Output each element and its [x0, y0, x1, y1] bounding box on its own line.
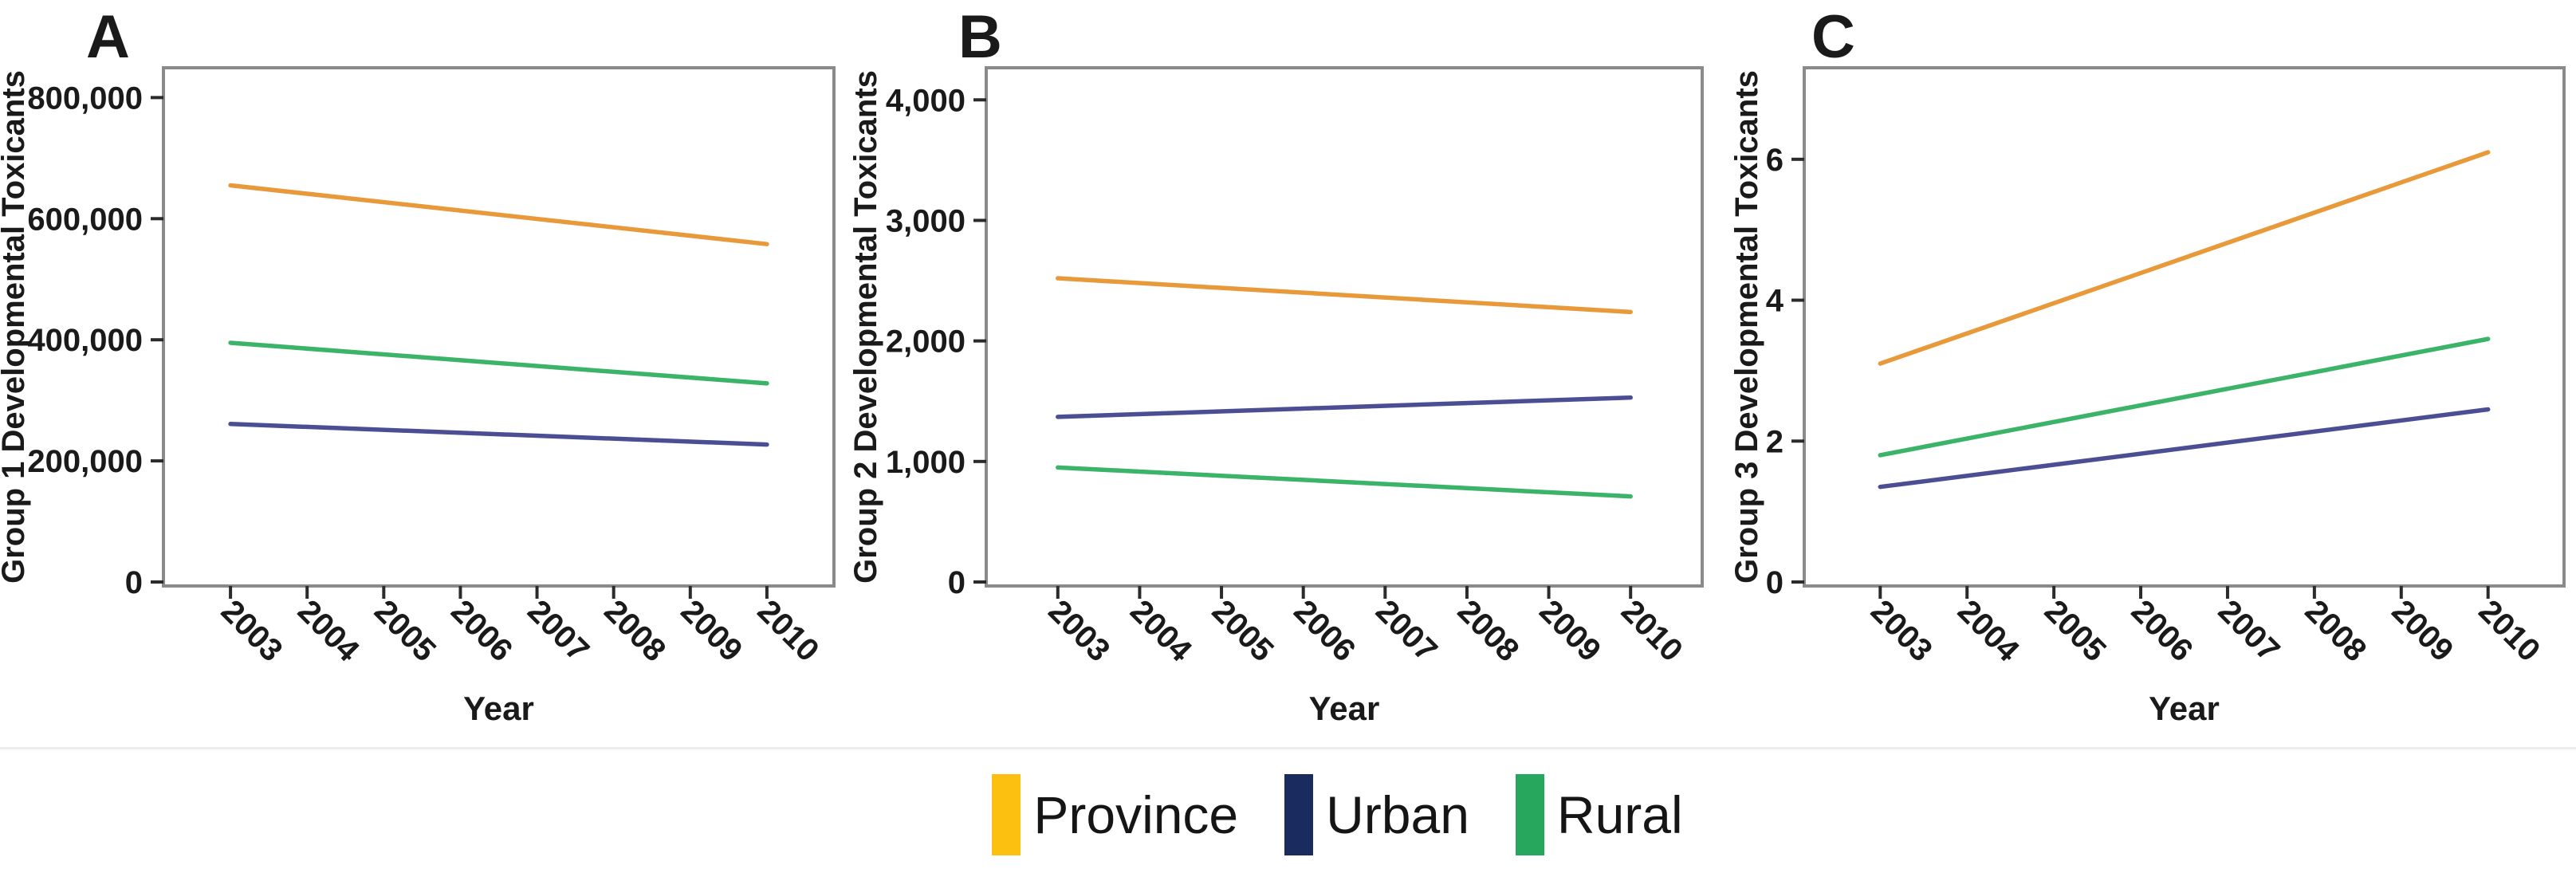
y-tick-label: 1,000: [886, 445, 966, 480]
legend-item-rural: Rural: [1515, 774, 1683, 855]
x-tick-label: 2008: [597, 593, 672, 668]
series-line-province: [1056, 276, 1633, 315]
legend-swatch-urban-icon: [1284, 774, 1314, 855]
y-tick-label: 400,000: [27, 323, 143, 358]
x-tick-label: 2004: [1123, 593, 1199, 669]
x-tick-label: 2004: [291, 593, 367, 669]
x-axis-title: Year: [463, 690, 534, 727]
y-tick-label: 0: [1766, 565, 1784, 600]
x-tick-label: 2010: [2472, 593, 2547, 668]
series-line-province: [1878, 150, 2491, 366]
panel-letter: C: [1811, 3, 1855, 71]
y-tick-label: 800,000: [27, 81, 143, 116]
y-tick-label: 0: [125, 565, 143, 600]
x-axis-title: Year: [1309, 690, 1380, 727]
series-line-rural: [228, 340, 769, 386]
x-tick-label: 2008: [1451, 593, 1526, 668]
x-tick-label: 2003: [1864, 593, 1939, 668]
x-tick-label: 2005: [2038, 593, 2113, 668]
series-line-urban: [1878, 407, 2491, 490]
series-line-rural: [1878, 336, 2491, 458]
x-tick-label: 2007: [1369, 593, 1444, 668]
legend-label-rural: Rural: [1556, 785, 1683, 844]
x-tick-label: 2010: [1614, 593, 1689, 668]
panel-a-chart: A Group 1 Developmental Toxicants 0 200,000…: [0, 3, 836, 727]
y-tick-label: 4: [1766, 284, 1784, 319]
x-tick-label: 2006: [1287, 593, 1362, 668]
y-tick-label: 600,000: [27, 202, 143, 237]
x-tick-label: 2005: [1205, 593, 1280, 668]
y-axis-title: Group 2 Developmental Toxicants: [848, 70, 883, 584]
x-tick-label: 2009: [2385, 593, 2460, 668]
x-tick-label: 2003: [1041, 593, 1116, 668]
series-line-rural: [1056, 465, 1633, 499]
y-tick-label: 3,000: [886, 203, 966, 238]
y-axis-title: Group 3 Developmental Toxicants: [1729, 70, 1764, 584]
x-tick-label: 2008: [2299, 593, 2373, 668]
x-tick-label: 2006: [444, 593, 519, 668]
x-tick-label: 2003: [214, 593, 289, 668]
x-axis-title: Year: [2149, 690, 2220, 727]
legend-label-province: Province: [1033, 785, 1239, 844]
plot-frame: [162, 66, 836, 588]
x-tick-label: 2004: [1951, 593, 2027, 669]
x-tick-label: 2007: [521, 593, 596, 668]
y-tick-label: 0: [948, 565, 966, 600]
y-tick-label: 200,000: [27, 444, 143, 479]
legend-item-urban: Urban: [1284, 774, 1469, 855]
panel-letter: B: [958, 3, 1002, 71]
x-tick-label: 2010: [751, 593, 826, 668]
legend-swatch-province-icon: [992, 774, 1021, 855]
x-tick-label: 2009: [674, 593, 749, 668]
x-tick-label: 2005: [368, 593, 442, 668]
panel-b-chart: B Group 2 Developmental Toxicants 0 1,000 2,…: [848, 3, 1704, 727]
panel-letter: A: [86, 3, 130, 71]
legend-label-urban: Urban: [1326, 785, 1469, 844]
panel-a: A Group 1 Developmental Toxicants 0 200,000…: [0, 0, 859, 745]
series-line-urban: [228, 422, 769, 447]
legend-swatch-rural-icon: [1515, 774, 1544, 855]
series-line-urban: [1056, 395, 1633, 419]
figure-divider-line: [0, 747, 2576, 749]
legend-item-province: Province: [992, 774, 1238, 855]
series-line-province: [228, 183, 769, 246]
y-axis-title: Group 1 Developmental Toxicants: [0, 70, 31, 584]
panel-c: C Group 3 Developmental Toxicants 0 2 4 6 2003…: [1717, 0, 2576, 745]
legend: Province Urban Rural: [49, 774, 2576, 855]
panels-row: A Group 1 Developmental Toxicants 0 200,000…: [0, 0, 2576, 745]
x-tick-label: 2007: [2212, 593, 2287, 668]
y-tick-label: 4,000: [886, 83, 966, 118]
plot-frame: [985, 66, 1704, 588]
x-tick-label: 2009: [1532, 593, 1607, 668]
y-tick-label: 2: [1766, 424, 1784, 459]
x-tick-label: 2006: [2125, 593, 2200, 668]
plot-frame: [1803, 66, 2566, 588]
panel-c-chart: C Group 3 Developmental Toxicants 0 2 4 6 2003…: [1729, 3, 2566, 727]
y-tick-label: 6: [1766, 143, 1784, 178]
panel-b: B Group 2 Developmental Toxicants 0 1,000 2,…: [848, 0, 1717, 745]
y-tick-label: 2,000: [886, 324, 966, 360]
